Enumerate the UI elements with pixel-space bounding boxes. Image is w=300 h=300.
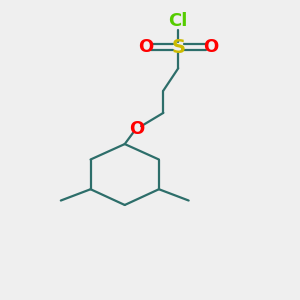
Text: Cl: Cl xyxy=(169,12,188,30)
Text: O: O xyxy=(129,120,144,138)
Text: O: O xyxy=(203,38,219,56)
Text: O: O xyxy=(138,38,153,56)
Text: S: S xyxy=(171,38,185,57)
